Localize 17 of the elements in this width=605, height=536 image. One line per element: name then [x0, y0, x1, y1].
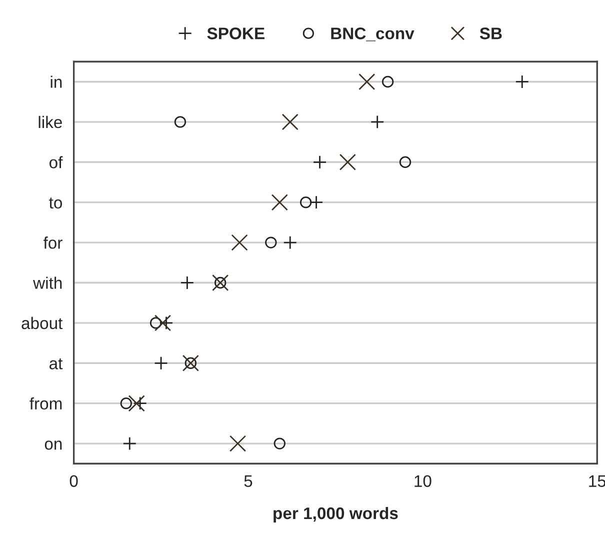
y-tick-label: from: [30, 397, 62, 410]
x-tick-label: 5: [244, 475, 252, 487]
y-tick-label: in: [50, 76, 62, 88]
y-tick-label: for: [43, 236, 62, 249]
x-tick-label: 10: [414, 475, 432, 487]
y-tick-label: about: [22, 316, 63, 330]
y-tick-label: of: [50, 156, 63, 168]
y-tick-label: with: [33, 276, 62, 289]
y-tick-label: at: [50, 358, 63, 370]
y-tick-label: like: [38, 116, 62, 128]
y-tick-label: on: [44, 440, 62, 450]
y-tick-label: to: [49, 198, 62, 209]
legend-label: SPOKE: [207, 28, 264, 40]
legend-label: SB: [480, 28, 502, 40]
x-axis-title: per 1,000 words: [274, 506, 398, 522]
legend-label: BNC_conv: [331, 28, 414, 42]
x-tick-label: 0: [70, 475, 78, 487]
